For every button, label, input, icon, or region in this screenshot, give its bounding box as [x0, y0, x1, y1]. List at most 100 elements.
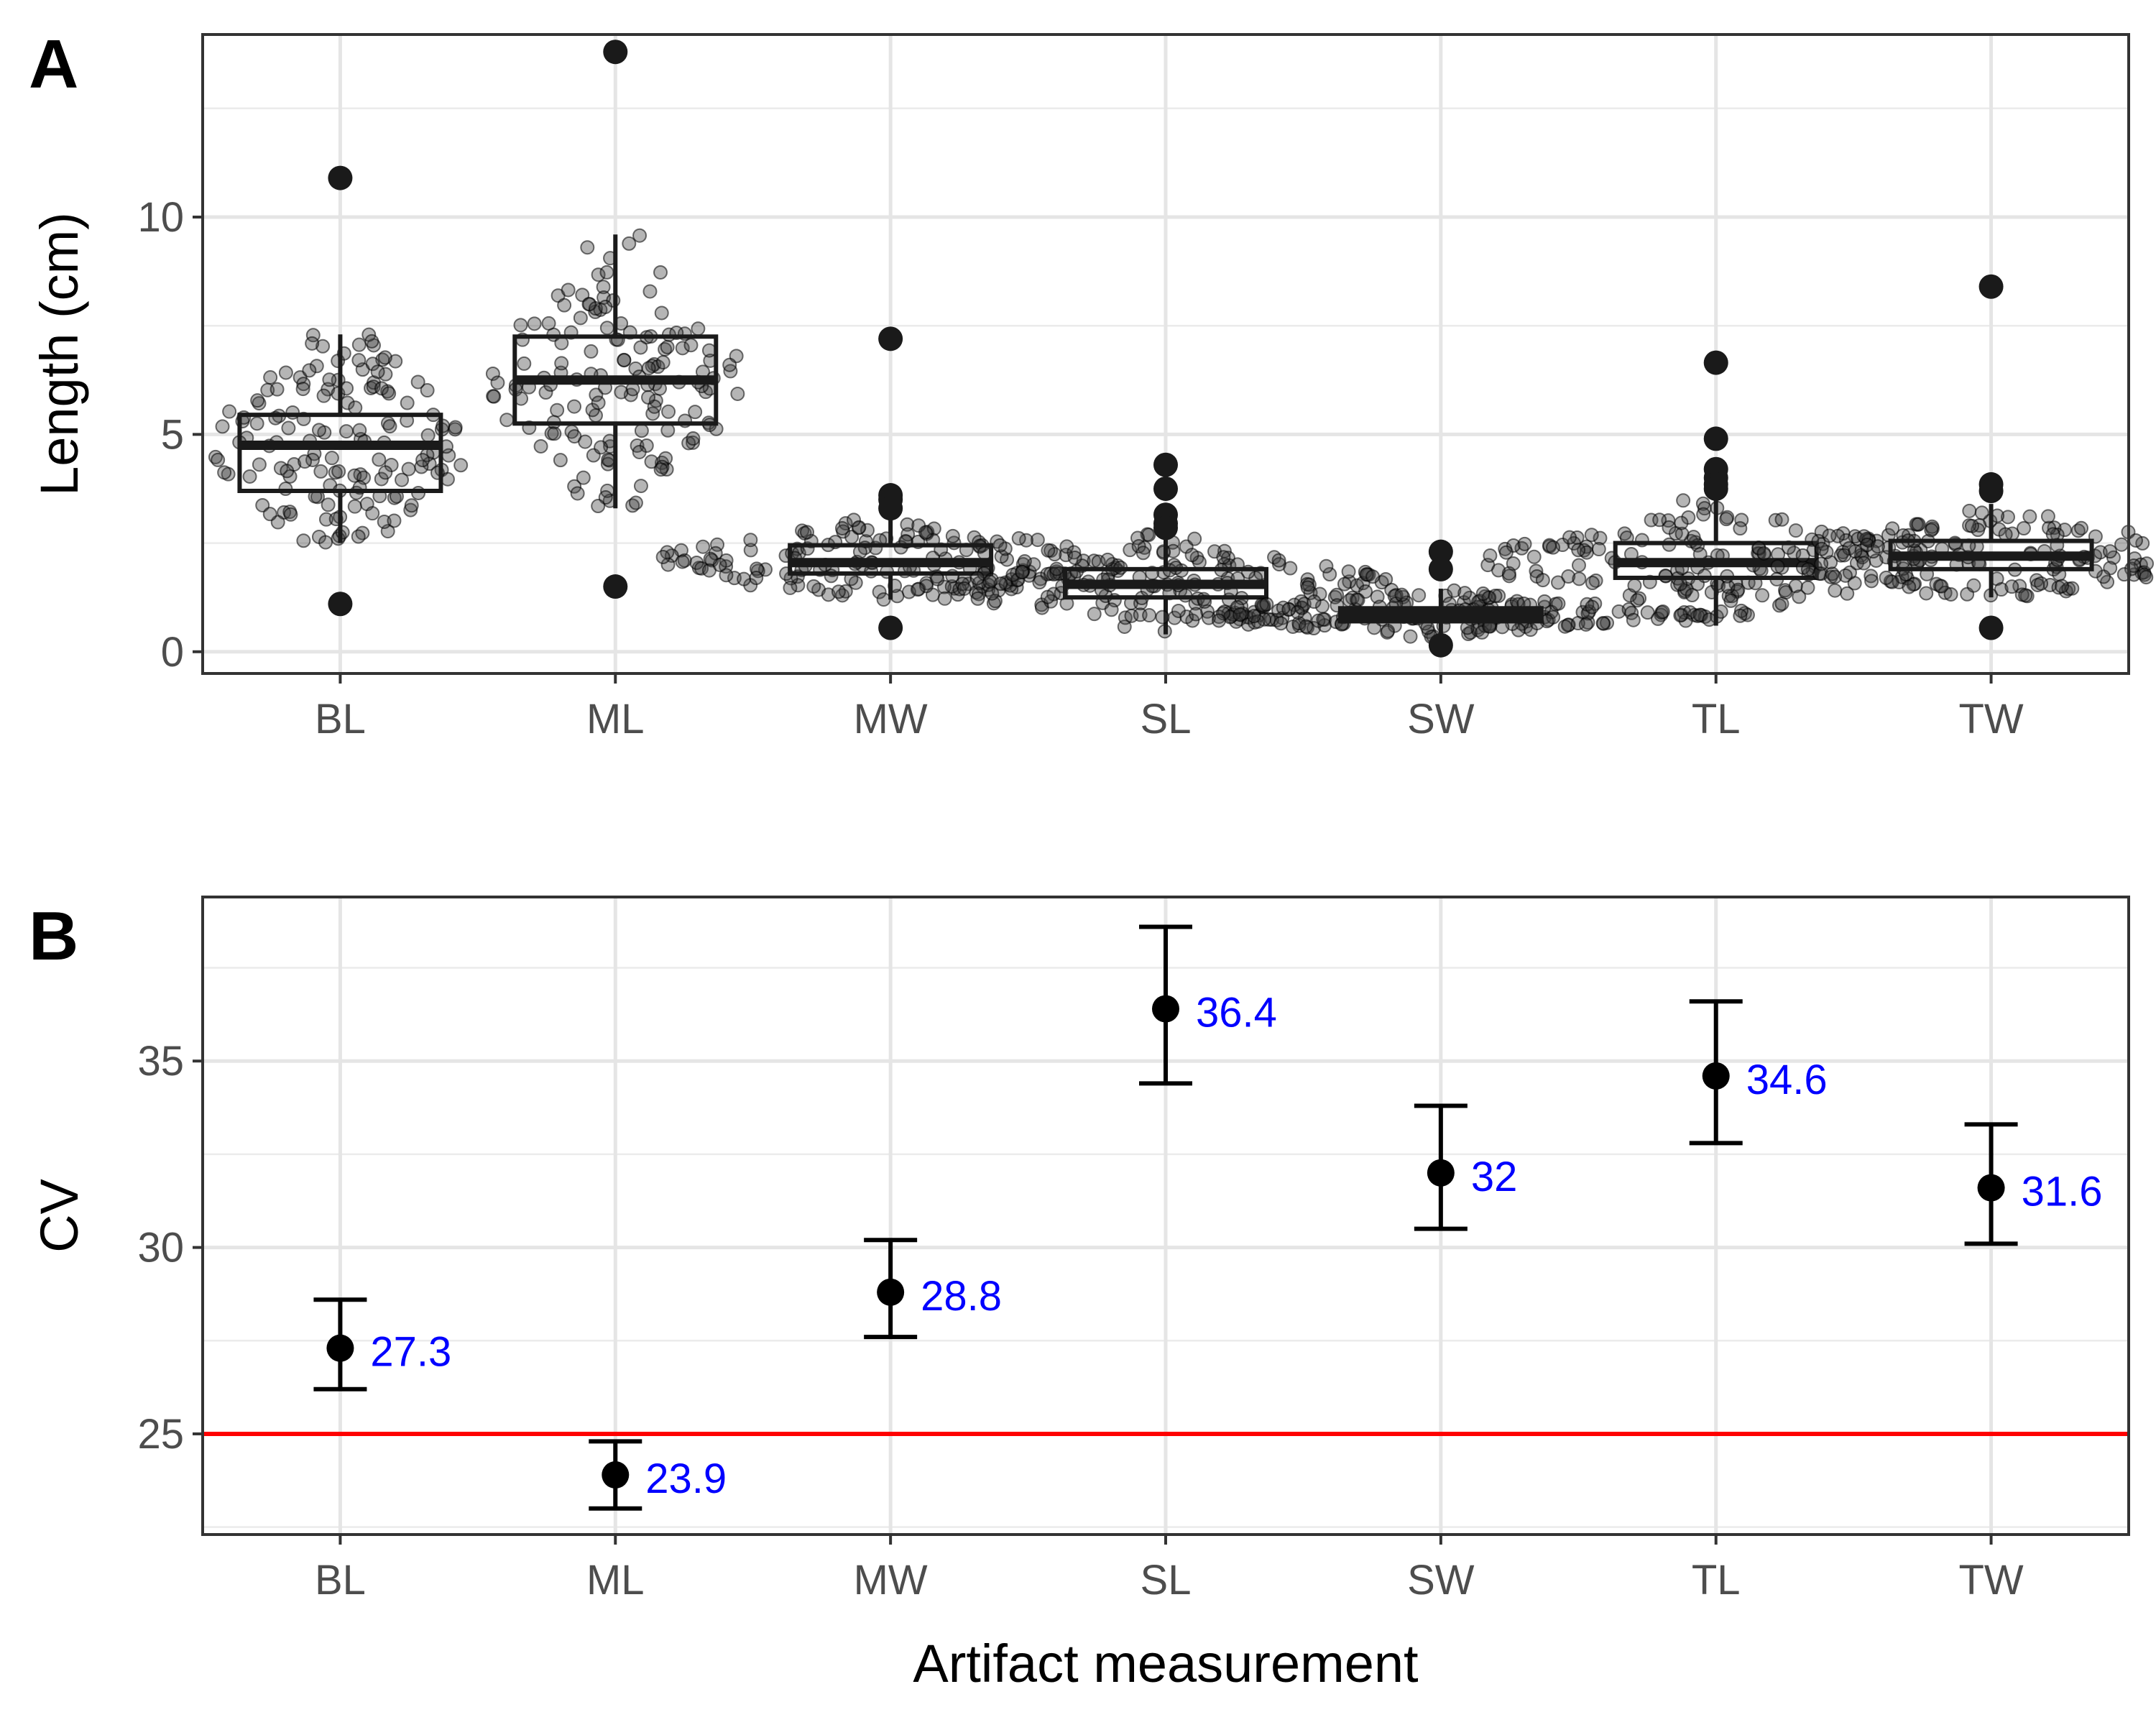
- data-point: [365, 356, 380, 372]
- data-point: [860, 523, 875, 538]
- data-point: [743, 533, 758, 548]
- data-point: [305, 336, 320, 351]
- data-point: [1788, 523, 1803, 538]
- data-point: [675, 554, 690, 569]
- box-outlier: [1428, 632, 1453, 658]
- data-point: [1756, 546, 1772, 561]
- data-point: [567, 399, 582, 414]
- data-point: [400, 395, 415, 410]
- data-point: [324, 451, 339, 466]
- data-point: [331, 464, 346, 479]
- data-point: [1627, 578, 1642, 593]
- data-point: [703, 551, 718, 566]
- data-point: [316, 388, 331, 403]
- data-point: [453, 458, 469, 473]
- data-point: [517, 356, 532, 371]
- data-point: [1859, 538, 1874, 553]
- data-point: [834, 520, 849, 535]
- panel-b-x-tick-label: SL: [1141, 1557, 1192, 1604]
- data-point: [655, 355, 671, 370]
- data-point: [1733, 608, 1748, 623]
- panel-a-x-tick-label: TW: [1958, 696, 2023, 742]
- data-point: [1546, 540, 1561, 555]
- data-point: [957, 581, 972, 596]
- data-point: [719, 568, 734, 583]
- panel-a-x-tick-label: MW: [854, 696, 928, 742]
- data-point: [1674, 515, 1689, 530]
- data-point: [910, 582, 925, 597]
- data-point: [937, 591, 952, 606]
- data-point: [1770, 559, 1785, 574]
- data-point: [977, 546, 992, 561]
- data-point: [513, 318, 528, 333]
- cv-value-label: 31.6: [2022, 1169, 2103, 1215]
- panel-a-y-tick-label: 10: [137, 194, 184, 241]
- data-point: [1585, 576, 1600, 591]
- data-point: [806, 579, 821, 594]
- data-point: [298, 454, 313, 469]
- data-point: [1271, 553, 1286, 568]
- panel-a-x-tick-label: BL: [315, 696, 366, 742]
- data-point: [1652, 512, 1667, 528]
- data-point: [1040, 589, 1055, 604]
- box-outlier: [1978, 615, 2004, 640]
- data-point: [1290, 604, 1305, 620]
- data-point: [1337, 576, 1352, 592]
- data-point: [364, 334, 379, 349]
- data-point: [322, 372, 337, 387]
- data-point: [1848, 544, 1863, 559]
- data-point: [1189, 607, 1204, 622]
- data-point: [490, 375, 505, 390]
- data-point: [296, 377, 311, 392]
- data-point: [594, 440, 609, 455]
- panel-b-x-tick-label: BL: [315, 1557, 366, 1604]
- panel-a-x-tick-label: SW: [1407, 696, 1475, 742]
- data-point: [370, 364, 385, 380]
- data-point: [404, 498, 419, 513]
- data-point: [1902, 579, 1917, 594]
- data-point: [2018, 588, 2033, 603]
- data-point: [296, 533, 311, 548]
- data-point: [487, 389, 502, 404]
- data-point: [378, 367, 393, 382]
- data-point: [1578, 617, 1593, 632]
- data-point: [351, 353, 367, 368]
- data-point: [628, 495, 643, 510]
- data-point: [1300, 580, 1315, 595]
- data-point: [1403, 629, 1418, 644]
- data-point: [1299, 619, 1314, 634]
- panel-a-x-tick-label: TL: [1692, 696, 1741, 742]
- data-point: [420, 428, 436, 443]
- data-point: [1924, 523, 1939, 538]
- data-point: [660, 557, 676, 572]
- data-point: [2034, 576, 2049, 591]
- cv-value-label: 27.3: [370, 1329, 451, 1376]
- panel-a-y-tick-label: 5: [161, 411, 184, 458]
- data-point: [1032, 575, 1047, 590]
- data-point: [1674, 526, 1690, 541]
- data-point: [313, 464, 328, 479]
- data-point: [1655, 604, 1670, 619]
- data-point: [1281, 602, 1296, 617]
- box-outlier: [603, 574, 628, 599]
- data-point: [1254, 597, 1269, 612]
- data-point: [420, 383, 435, 398]
- panel-b-x-tick-label: TL: [1692, 1557, 1741, 1604]
- data-point: [1630, 593, 1645, 608]
- data-point: [1943, 586, 1958, 602]
- data-point: [1755, 588, 1770, 603]
- box-outlier: [878, 496, 903, 521]
- box-outlier: [878, 615, 903, 640]
- data-point: [632, 228, 648, 243]
- data-point: [1233, 607, 1248, 622]
- data-point: [309, 359, 324, 374]
- data-point: [1640, 605, 1655, 620]
- data-point: [591, 267, 606, 282]
- data-point: [686, 435, 701, 450]
- data-point: [632, 444, 647, 459]
- data-point: [1864, 569, 1879, 584]
- data-point: [1365, 569, 1381, 584]
- data-point: [655, 549, 671, 564]
- panel-b-x-tick-label: TW: [1958, 1557, 2023, 1604]
- data-point: [1141, 528, 1156, 543]
